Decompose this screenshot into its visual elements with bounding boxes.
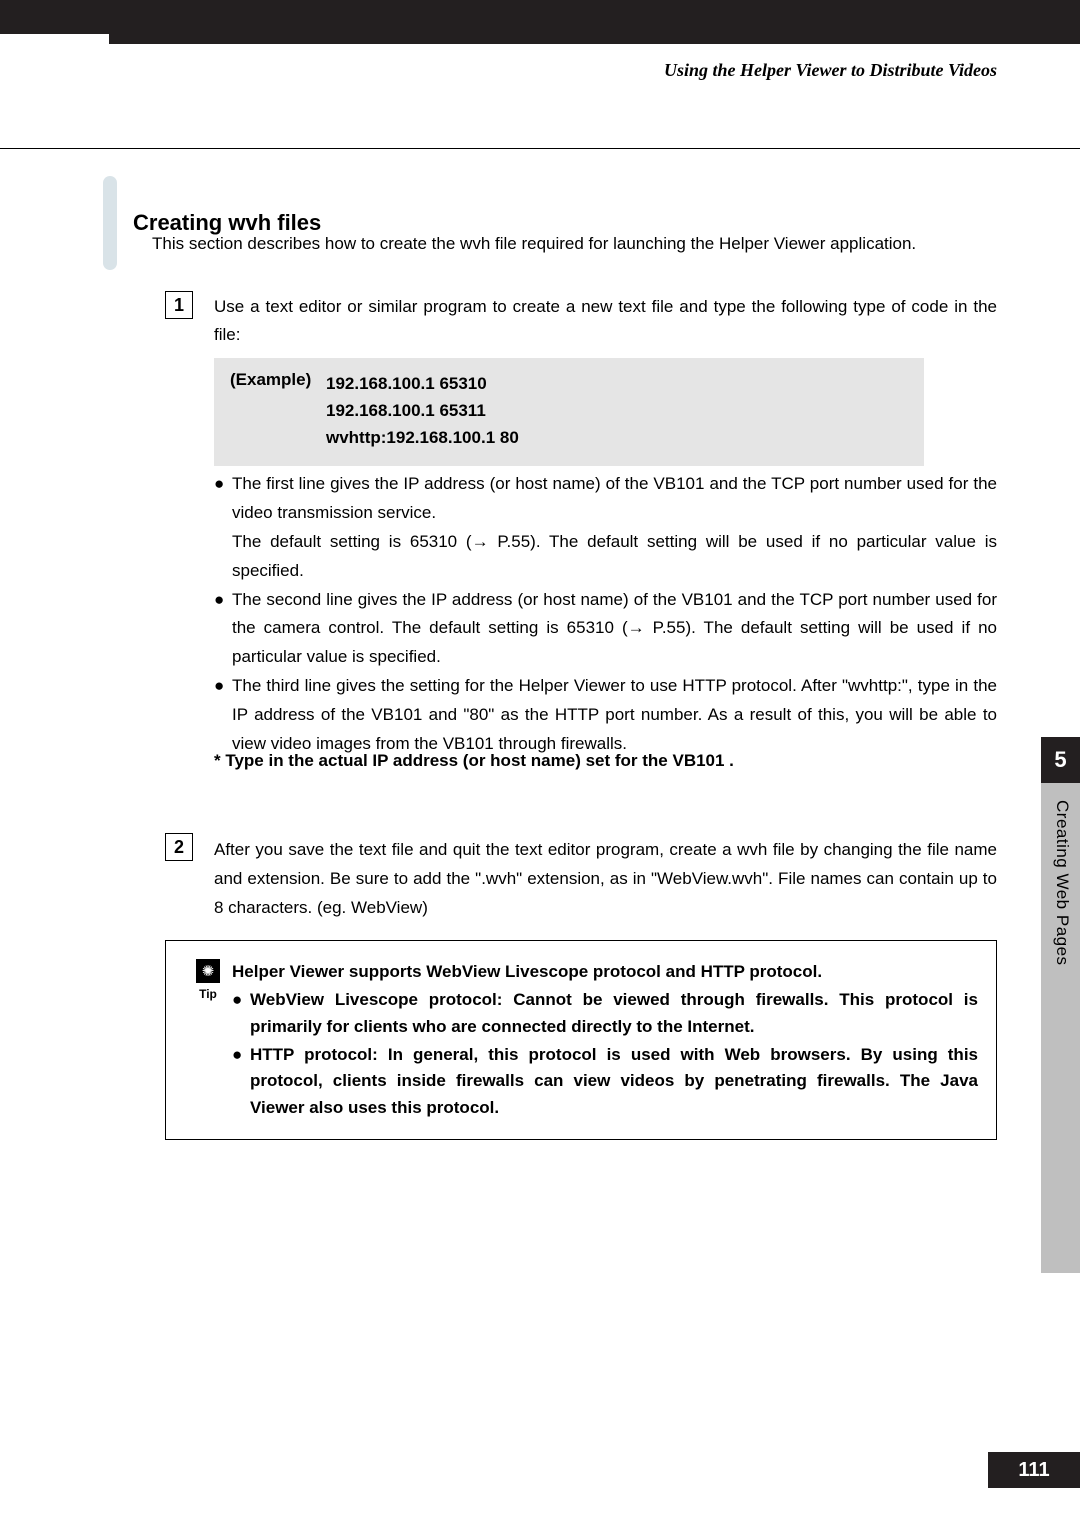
example-label: (Example)	[230, 370, 326, 452]
chapter-side-label: Creating Web Pages	[1052, 800, 1072, 966]
bullet-1-line-b: The default setting is 65310 (→ P.55). T…	[232, 532, 997, 580]
step-1-text: Use a text editor or similar program to …	[214, 293, 997, 349]
section-title-row: Creating wvh files	[103, 176, 321, 270]
tip-bullet-2-text: HTTP protocol: In general, this protocol…	[250, 1042, 978, 1121]
bullet-1: ● The first line gives the IP address (o…	[214, 470, 997, 586]
example-line-3: wvhttp:192.168.100.1 80	[326, 424, 519, 451]
step-2-text: After you save the text file and quit th…	[214, 836, 997, 923]
bullet-3-text: The third line gives the setting for the…	[232, 672, 997, 759]
top-band-inner	[109, 0, 1080, 44]
step-number-1: 1	[165, 291, 193, 319]
title-accent-bar	[103, 176, 117, 270]
bullet-2: ● The second line gives the IP address (…	[214, 586, 997, 673]
horizontal-rule	[0, 148, 1080, 149]
page-number: 111	[988, 1452, 1080, 1488]
page: Using the Helper Viewer to Distribute Vi…	[0, 0, 1080, 1526]
bullet-1-line-a: The first line gives the IP address (or …	[232, 474, 997, 522]
tip-body: Helper Viewer supports WebView Livescope…	[232, 959, 978, 1121]
intro-paragraph: This section describes how to create the…	[152, 234, 916, 254]
tip-box: ✺ Tip Helper Viewer supports WebView Liv…	[165, 940, 997, 1140]
tip-label: Tip	[184, 987, 232, 1001]
step-number-2: 2	[165, 833, 193, 861]
tip-icon: ✺	[196, 959, 220, 983]
chapter-tab: 5	[1041, 737, 1080, 783]
bullet-dot-icon: ●	[214, 586, 232, 673]
example-line-1: 192.168.100.1 65310	[326, 370, 519, 397]
explanation-bullets: ● The first line gives the IP address (o…	[214, 470, 997, 759]
example-lines: 192.168.100.1 65310 192.168.100.1 65311 …	[326, 370, 519, 452]
tip-intro: Helper Viewer supports WebView Livescope…	[232, 959, 978, 985]
bullet-dot-icon: ●	[214, 470, 232, 586]
note-line: * Type in the actual IP address (or host…	[214, 751, 997, 771]
bullet-dot-icon: ●	[214, 672, 232, 759]
example-line-2: 192.168.100.1 65311	[326, 397, 519, 424]
tip-bullet-1: ● WebView Livescope protocol: Cannot be …	[232, 987, 978, 1040]
bullet-3: ● The third line gives the setting for t…	[214, 672, 997, 759]
bullet-dot-icon: ●	[232, 987, 250, 1040]
section-title: Creating wvh files	[133, 210, 321, 236]
example-code-box: (Example) 192.168.100.1 65310 192.168.10…	[214, 358, 924, 466]
running-header: Using the Helper Viewer to Distribute Vi…	[664, 60, 997, 81]
tip-bullet-2: ● HTTP protocol: In general, this protoc…	[232, 1042, 978, 1121]
bullet-dot-icon: ●	[232, 1042, 250, 1121]
bullet-2-text: The second line gives the IP address (or…	[232, 586, 997, 673]
tip-bullet-1-text: WebView Livescope protocol: Cannot be vi…	[250, 987, 978, 1040]
